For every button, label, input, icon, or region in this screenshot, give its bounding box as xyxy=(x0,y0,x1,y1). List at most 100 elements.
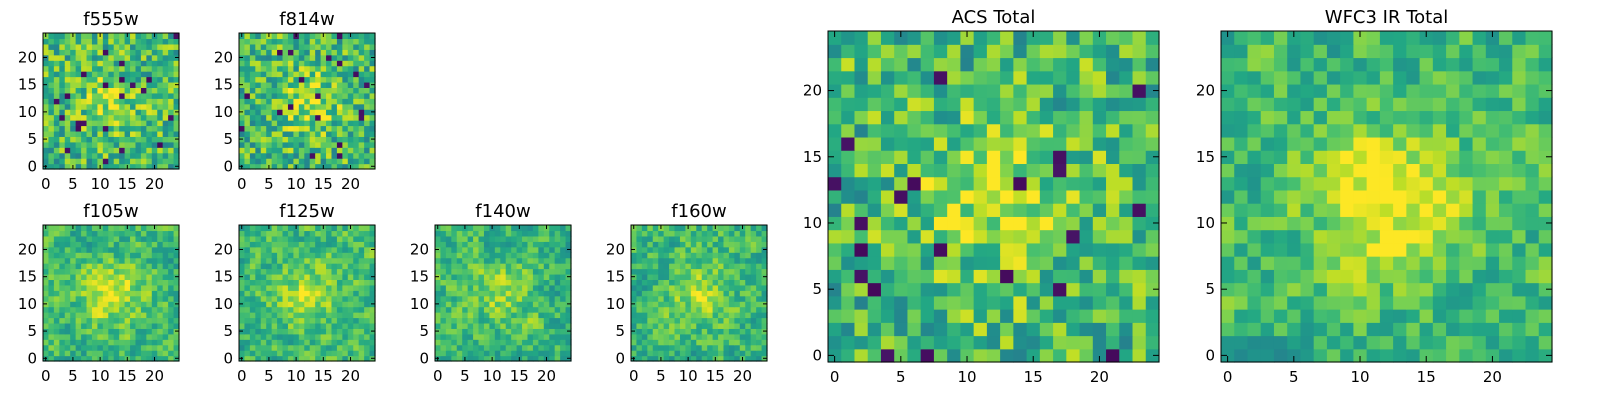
heatmap-cell xyxy=(70,93,76,99)
heatmap-cell xyxy=(1433,190,1447,204)
heatmap-cell xyxy=(751,269,757,275)
heatmap-cell xyxy=(244,236,250,242)
heatmap-cell xyxy=(141,312,147,318)
heatmap-cell xyxy=(54,147,60,153)
heatmap-cell xyxy=(446,285,452,291)
heatmap-cell xyxy=(353,104,359,110)
heatmap-cell xyxy=(130,87,136,93)
heatmap-cell xyxy=(1486,203,1500,217)
heatmap-cell xyxy=(462,323,468,329)
heatmap-cell xyxy=(250,247,256,253)
heatmap-cell xyxy=(473,269,479,275)
heatmap-cell xyxy=(1353,322,1367,336)
heatmap-cell xyxy=(321,153,327,159)
heatmap-cell xyxy=(331,153,337,159)
heatmap-cell xyxy=(70,82,76,88)
heatmap-cell xyxy=(261,60,267,66)
heatmap-cell xyxy=(960,190,974,204)
heatmap-cell xyxy=(163,87,169,93)
heatmap-cell xyxy=(934,110,948,124)
heatmap-cell xyxy=(468,350,474,356)
heatmap-cell xyxy=(696,301,702,307)
heatmap-cell xyxy=(141,279,147,285)
heatmap-cell xyxy=(59,334,65,340)
heatmap-cell xyxy=(960,243,974,257)
heatmap-cell xyxy=(653,274,659,280)
heatmap-cell xyxy=(97,98,103,104)
heatmap-cell xyxy=(321,109,327,115)
heatmap-cell xyxy=(81,33,87,39)
heatmap-cell xyxy=(59,339,65,345)
heatmap-cell xyxy=(359,33,365,39)
heatmap-cell xyxy=(718,345,724,351)
heatmap-cell xyxy=(473,301,479,307)
heatmap-cell xyxy=(675,307,681,313)
heatmap-cell xyxy=(130,109,136,115)
heatmap-cell xyxy=(500,328,506,334)
panel-title: f160w xyxy=(671,201,726,222)
heatmap-cell xyxy=(828,322,842,336)
heatmap-cell xyxy=(59,55,65,61)
heatmap-cell xyxy=(468,317,474,323)
heatmap-cell xyxy=(342,312,348,318)
heatmap-cell xyxy=(108,44,114,50)
heatmap-cell xyxy=(653,263,659,269)
heatmap-cell xyxy=(691,279,697,285)
heatmap-cell xyxy=(255,296,261,302)
heatmap-cell xyxy=(272,98,278,104)
heatmap-cell xyxy=(934,309,948,323)
heatmap-cell xyxy=(337,158,343,164)
heatmap-cell xyxy=(141,136,147,142)
heatmap-cell xyxy=(1340,203,1354,217)
heatmap-cell xyxy=(59,279,65,285)
y-tick-label: 10 xyxy=(410,295,429,313)
heatmap-cell xyxy=(1539,256,1553,270)
heatmap-cell xyxy=(669,247,675,253)
heatmap-cell xyxy=(114,307,120,313)
heatmap-cell xyxy=(359,93,365,99)
heatmap-cell xyxy=(1287,336,1301,350)
heatmap-cell xyxy=(533,339,539,345)
heatmap-cell xyxy=(1367,243,1381,257)
heatmap-cell xyxy=(1327,216,1341,230)
heatmap-cell xyxy=(1013,203,1027,217)
heatmap-cell xyxy=(244,142,250,148)
heatmap-cell xyxy=(702,263,708,269)
heatmap-cell xyxy=(734,350,740,356)
heatmap-cell xyxy=(691,225,697,231)
heatmap-cell xyxy=(1486,163,1500,177)
heatmap-cell xyxy=(103,104,109,110)
heatmap-cell xyxy=(168,147,174,153)
heatmap-cell xyxy=(517,323,523,329)
heatmap-cell xyxy=(65,350,71,356)
heatmap-cell xyxy=(293,60,299,66)
heatmap-cell xyxy=(364,98,370,104)
heatmap-cell xyxy=(1459,243,1473,257)
heatmap-cell xyxy=(168,87,174,93)
heatmap-cell xyxy=(59,87,65,93)
heatmap-cell xyxy=(560,258,566,264)
heatmap-cell xyxy=(691,323,697,329)
heatmap-cell xyxy=(364,153,370,159)
heatmap-cell xyxy=(1340,322,1354,336)
heatmap-cell xyxy=(130,241,136,247)
heatmap-cell xyxy=(527,301,533,307)
x-tick-label: 15 xyxy=(1024,368,1043,386)
heatmap-cell xyxy=(65,301,71,307)
heatmap-cell xyxy=(326,33,332,39)
heatmap-cell xyxy=(250,236,256,242)
heatmap-cell xyxy=(522,274,528,280)
heatmap-cell xyxy=(1106,163,1120,177)
heatmap-cell xyxy=(87,66,93,72)
heatmap-cell xyxy=(157,147,163,153)
heatmap-cell xyxy=(549,241,555,247)
heatmap-cell xyxy=(1406,230,1420,244)
heatmap-cell xyxy=(723,263,729,269)
heatmap-cell xyxy=(479,285,485,291)
heatmap-cell xyxy=(168,290,174,296)
heatmap-cell xyxy=(511,296,517,302)
heatmap-cell xyxy=(114,274,120,280)
heatmap-cell xyxy=(59,158,65,164)
heatmap-cell xyxy=(76,296,82,302)
